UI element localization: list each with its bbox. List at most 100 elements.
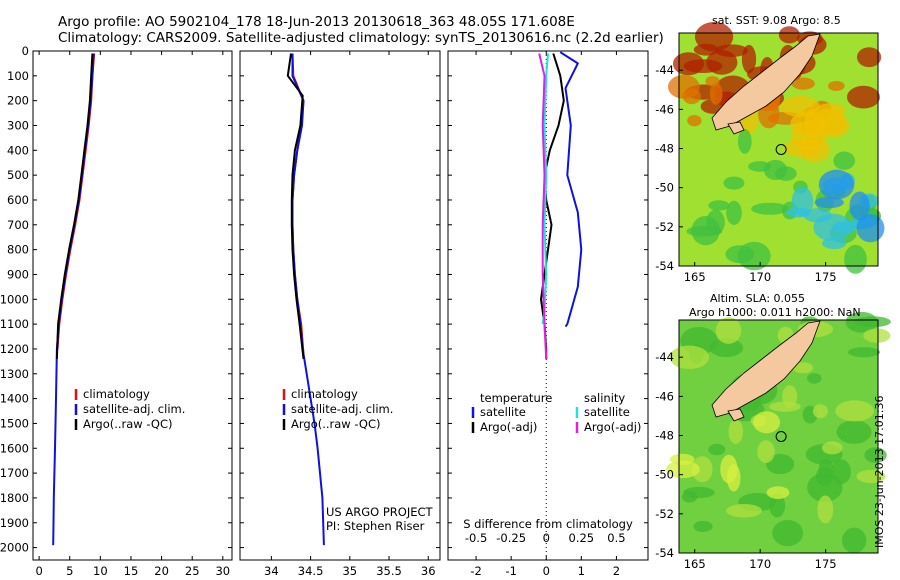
legend-entry: Argo(..raw -QC) <box>83 417 173 431</box>
x-tick-label: 15 <box>124 564 139 578</box>
series-salinity-argo-adj- <box>538 53 548 359</box>
legend-group-header: temperature <box>480 391 552 405</box>
x-tick-label: 10 <box>93 564 108 578</box>
sla-map-patch <box>863 328 891 343</box>
lon-tick-label: 170 <box>749 557 771 571</box>
sla-map-patch <box>757 440 775 463</box>
y-tick-label: 1400 <box>0 392 29 406</box>
x-tick-label: 36 <box>421 564 436 578</box>
sst-map-patch <box>691 215 720 246</box>
lat-tick-label: -54 <box>655 259 674 273</box>
y-tick-label: 1100 <box>0 317 29 331</box>
sla-map-patch <box>766 486 790 500</box>
sla-map-patch <box>772 520 804 547</box>
sst-map-patch <box>815 103 846 117</box>
land-south-island <box>711 33 821 131</box>
sst-map-patch <box>849 191 870 221</box>
lat-tick-label: -48 <box>655 429 674 443</box>
lat-tick-label: -48 <box>655 142 674 156</box>
sst-map-patch <box>785 207 811 218</box>
sst-map-patch <box>814 196 844 209</box>
lon-tick-label: 165 <box>684 270 706 284</box>
s-tick-label: 0.5 <box>607 531 625 545</box>
y-tick-label: 1600 <box>0 441 29 455</box>
sst-map-patch <box>778 26 800 44</box>
sst-map-patch <box>844 244 867 274</box>
sst-map-patch <box>846 85 880 109</box>
legend-entry: Argo(-adj) <box>480 420 537 434</box>
annotation-line: PI: Stephen Riser <box>326 519 425 533</box>
legend-entry: climatology <box>83 387 150 401</box>
lat-tick-label: -46 <box>655 102 674 116</box>
sst-map-patch <box>737 241 771 271</box>
imos-timestamp: IMOS 23-Jun-2013 17:01:36 <box>873 395 886 548</box>
argo-float-marker <box>775 144 787 155</box>
y-tick-label: 500 <box>7 168 29 182</box>
sst-map-patch <box>790 111 828 136</box>
sla-map-frame <box>678 319 879 554</box>
y-tick-label: 400 <box>7 143 29 157</box>
land-stewart-island <box>727 408 745 422</box>
y-tick-label: 900 <box>7 267 29 281</box>
lat-tick-label: -52 <box>655 507 674 521</box>
y-tick-label: 1900 <box>0 516 29 530</box>
sla-map-patch <box>845 311 878 333</box>
sst-map-patch <box>748 161 772 172</box>
x-tick-label: -1 <box>505 564 516 578</box>
sla-map-patch <box>681 491 698 503</box>
lat-tick-label: -46 <box>655 389 674 403</box>
sla-map-patch <box>842 527 867 554</box>
sla-map-patch <box>864 447 887 464</box>
sst-map-patch <box>706 49 738 75</box>
y-tick-label: 1300 <box>0 367 29 381</box>
legend-entry: satellite-adj. clim. <box>291 402 393 416</box>
sst-map-patch <box>672 52 705 76</box>
x-tick-label: 34 <box>264 564 279 578</box>
legend-entry: satellite <box>480 405 526 419</box>
sla-map-patch <box>847 347 880 358</box>
legend-entry: satellite-adj. clim. <box>83 402 185 416</box>
sst-map-title: sat. SST: 9.08 Argo: 8.5 <box>712 14 841 27</box>
legend-entry: satellite <box>584 405 630 419</box>
sla-map-patch <box>769 493 786 518</box>
sla-map-patch <box>766 453 795 475</box>
sla-map-patch <box>769 401 801 412</box>
sla-map-title-2: Argo h1000: 0.011 h2000: NaN <box>689 306 861 319</box>
sst-map-patch <box>709 82 723 105</box>
x-tick-label: 0 <box>543 564 550 578</box>
y-tick-label: 0 <box>22 44 29 58</box>
annotation-line: US ARGO PROJECT <box>326 505 434 519</box>
temperature-panel: 0100200300400500600700800900100011001200… <box>0 44 233 578</box>
salinity-panel: 3434.53535.536salinityclimatologysatelli… <box>239 50 441 578</box>
s-tick-label: 0.25 <box>569 531 595 545</box>
sla-map-patch <box>709 338 744 358</box>
temperature-panel-frame <box>32 50 233 561</box>
sst-map-patch <box>737 128 752 154</box>
sst-map-patch <box>723 176 745 190</box>
x-tick-label: 34.5 <box>298 564 324 578</box>
sst-map-patch <box>856 214 885 243</box>
x-tick-label: 35.5 <box>376 564 402 578</box>
sla-map-patch <box>726 503 762 518</box>
x-tick-label: 20 <box>154 564 169 578</box>
x-tick-label: 30 <box>215 564 230 578</box>
sla-map-patch <box>715 317 742 344</box>
sla-map-patch <box>693 520 713 532</box>
x-tick-label: 35 <box>342 564 357 578</box>
lat-tick-label: -44 <box>655 63 674 77</box>
y-tick-label: 1500 <box>0 416 29 430</box>
y-tick-label: 1200 <box>0 342 29 356</box>
x-tick-label: 5 <box>66 564 73 578</box>
y-tick-label: 200 <box>7 94 29 108</box>
sla-map-patch <box>806 373 822 384</box>
y-tick-label: 100 <box>7 69 29 83</box>
sst-map-patch <box>774 166 797 181</box>
sst-map-patch <box>813 213 853 242</box>
sla-map-patch <box>812 404 828 419</box>
sla-map-patch <box>669 345 710 370</box>
sla-map: -44 -46 -48 -50 -52 -54 165 170 175 <box>655 311 891 571</box>
sla-map-patch <box>728 419 744 444</box>
lat-tick-label: -52 <box>655 220 674 234</box>
sla-map-patch <box>708 443 726 456</box>
